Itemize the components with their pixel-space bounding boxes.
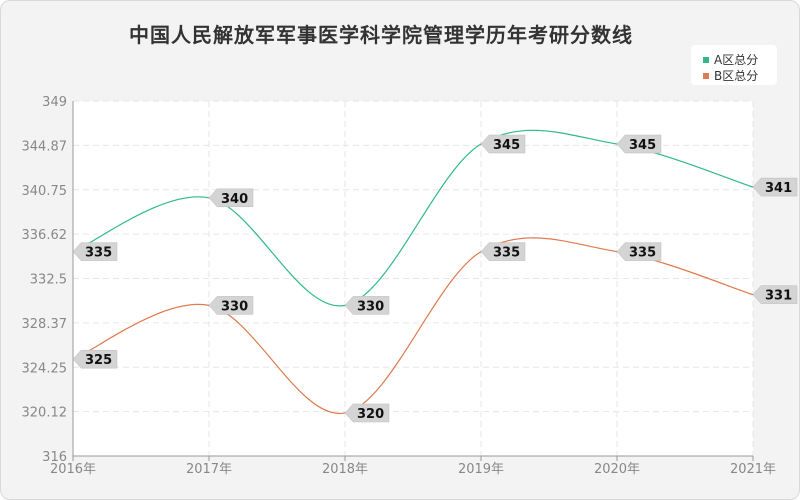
data-label: 330 [221,299,248,314]
y-tick-label: 316 [42,450,67,465]
data-label-bg [752,285,798,304]
data-label: 331 [765,289,792,304]
data-label-bg [72,242,118,261]
legend-item-a[interactable]: A区总分 [703,51,758,68]
x-tick-label: 2017年 [186,462,232,477]
legend-swatch-b [703,72,709,79]
data-label: 335 [85,246,112,261]
data-label-bg [752,177,798,197]
data-label: 325 [85,353,112,368]
data-label-bg [480,134,526,154]
data-label: 335 [629,246,656,261]
x-tick-label: 2021年 [730,462,776,477]
y-tick-label: 320.12 [22,406,68,421]
y-tick-label: 336.62 [22,228,68,243]
y-tick-label: 344.87 [22,139,68,154]
chart-title: 中国人民解放军军事医学科学院管理学历年考研分数线 [129,23,633,47]
y-tick-label: 340.75 [22,184,68,199]
data-label: 345 [629,138,656,153]
legend-label-b: B区总分 [714,69,759,83]
data-label: 320 [357,407,384,422]
data-label-bg [344,296,390,315]
y-tick-label: 332.5 [30,273,67,288]
data-label: 330 [357,299,384,314]
x-tick-label: 2018年 [322,462,368,477]
data-label: 335 [493,246,520,261]
x-tick-label: 2019年 [458,462,504,477]
data-label-bg [616,242,662,261]
data-label-bg [616,134,662,154]
data-label: 345 [493,138,520,153]
y-tick-label: 324.25 [22,361,68,376]
data-label: 340 [221,192,248,207]
data-label-bg [72,349,118,369]
data-label-bg [480,242,526,261]
x-tick-label: 2020年 [594,462,640,477]
legend-swatch-a [703,56,709,63]
legend-item-b[interactable]: B区总分 [703,67,758,84]
legend: A区总分 B区总分 [691,45,777,85]
data-label-bg [344,403,390,423]
x-tick-label: 2016年 [50,462,96,477]
data-label-bg [208,296,254,315]
y-tick-label: 349 [42,95,67,110]
data-label: 341 [765,181,792,196]
data-label-bg [208,188,254,208]
y-tick-label: 328.37 [22,317,68,332]
legend-label-a: A区总分 [714,53,759,67]
